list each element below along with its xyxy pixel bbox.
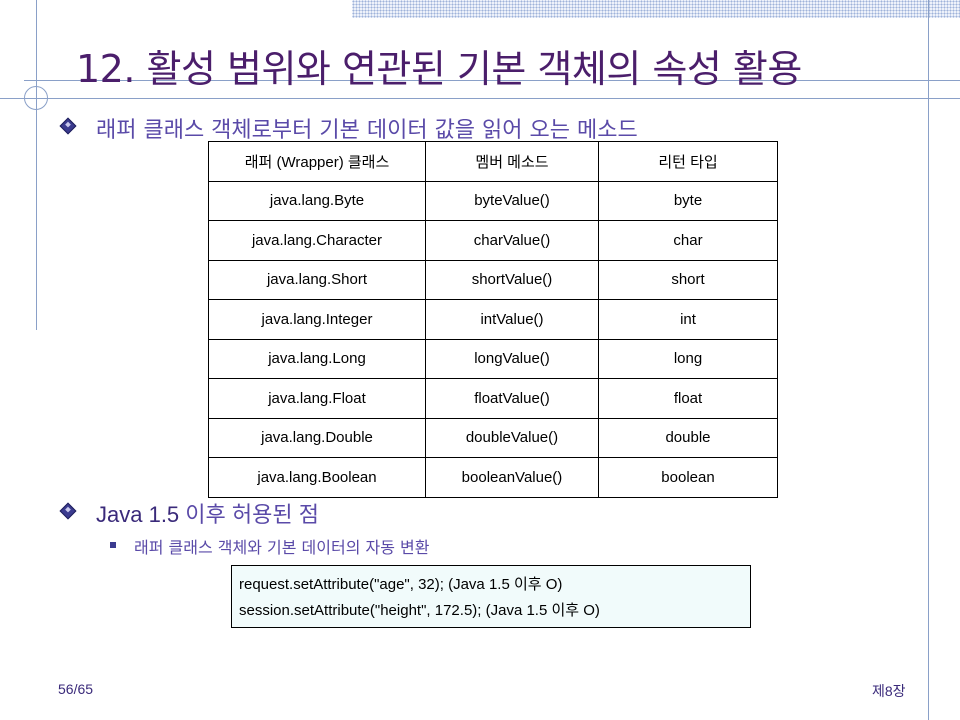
table-cell: charValue() <box>425 220 599 261</box>
section-heading-wrapper-methods: 래퍼 클래스 객체로부터 기본 데이터 값을 읽어 오는 메소드 <box>96 118 638 143</box>
frame-horizontal-line-top <box>24 80 960 81</box>
diamond-bullet-icon <box>59 502 77 520</box>
frame-horizontal-line <box>0 98 960 99</box>
table-cell: long <box>598 338 778 379</box>
table-row: java.lang.Long longValue() long <box>208 338 778 379</box>
table-header-cell: 리턴 타입 <box>598 141 778 182</box>
code-example-box: request.setAttribute("age", 32); (Java 1… <box>231 565 751 628</box>
table-cell: byte <box>598 180 778 221</box>
diamond-bullet-icon <box>59 117 77 135</box>
table-cell: shortValue() <box>425 259 599 300</box>
table-cell: java.lang.Byte <box>208 180 426 221</box>
table-cell: char <box>598 220 778 261</box>
code-line: request.setAttribute("age", 32); (Java 1… <box>239 576 563 593</box>
table-cell: intValue() <box>425 299 599 340</box>
table-cell: floatValue() <box>425 378 599 419</box>
frame-vertical-line-right <box>928 0 929 720</box>
dotted-header-band <box>352 0 960 18</box>
table-cell: double <box>598 417 778 458</box>
code-line: session.setAttribute("height", 172.5); (… <box>239 602 600 619</box>
table-cell: java.lang.Character <box>208 220 426 261</box>
table-row: java.lang.Short shortValue() short <box>208 259 778 300</box>
table-cell: float <box>598 378 778 419</box>
table-cell: java.lang.Float <box>208 378 426 419</box>
frame-circle-ornament <box>24 86 48 110</box>
section-heading-java-version: Java 1.5 <box>96 502 180 527</box>
table-cell: doubleValue() <box>425 417 599 458</box>
table-header-cell: 멤버 메소드 <box>425 141 599 182</box>
section-heading-rest: 이후 허용된 점 <box>179 502 319 527</box>
slide-title: 12. 활성 범위와 연관된 기본 객체의 속성 활용 <box>76 47 802 91</box>
table-cell: int <box>598 299 778 340</box>
table-cell: java.lang.Boolean <box>208 457 426 498</box>
table-row: java.lang.Integer intValue() int <box>208 299 778 340</box>
table-row: java.lang.Float floatValue() float <box>208 378 778 419</box>
table-header-cell: 래퍼 (Wrapper) 클래스 <box>208 141 426 182</box>
table-row: java.lang.Double doubleValue() double <box>208 417 778 458</box>
frame-vertical-line-left <box>36 0 37 330</box>
chapter-label: 제8장 <box>872 683 906 699</box>
table-cell: longValue() <box>425 338 599 379</box>
table-cell: java.lang.Short <box>208 259 426 300</box>
section-heading-java15: Java 1.5 이후 허용된 점 <box>96 497 319 529</box>
table-cell: booleanValue() <box>425 457 599 498</box>
table-header-row: 래퍼 (Wrapper) 클래스 멤버 메소드 리턴 타입 <box>208 141 778 182</box>
page-number: 56/65 <box>58 681 94 697</box>
wrapper-methods-table: 래퍼 (Wrapper) 클래스 멤버 메소드 리턴 타입 java.lang.… <box>208 141 778 498</box>
sub-item-autoboxing: 래퍼 클래스 객체와 기본 데이터의 자동 변환 <box>134 538 430 557</box>
table-row: java.lang.Character charValue() char <box>208 220 778 261</box>
table-cell: java.lang.Double <box>208 417 426 458</box>
table-cell: java.lang.Integer <box>208 299 426 340</box>
square-bullet-icon <box>110 542 116 548</box>
table-cell: short <box>598 259 778 300</box>
table-cell: boolean <box>598 457 778 498</box>
table-row: java.lang.Byte byteValue() byte <box>208 180 778 221</box>
table-cell: java.lang.Long <box>208 338 426 379</box>
table-row: java.lang.Boolean booleanValue() boolean <box>208 457 778 498</box>
table-cell: byteValue() <box>425 180 599 221</box>
